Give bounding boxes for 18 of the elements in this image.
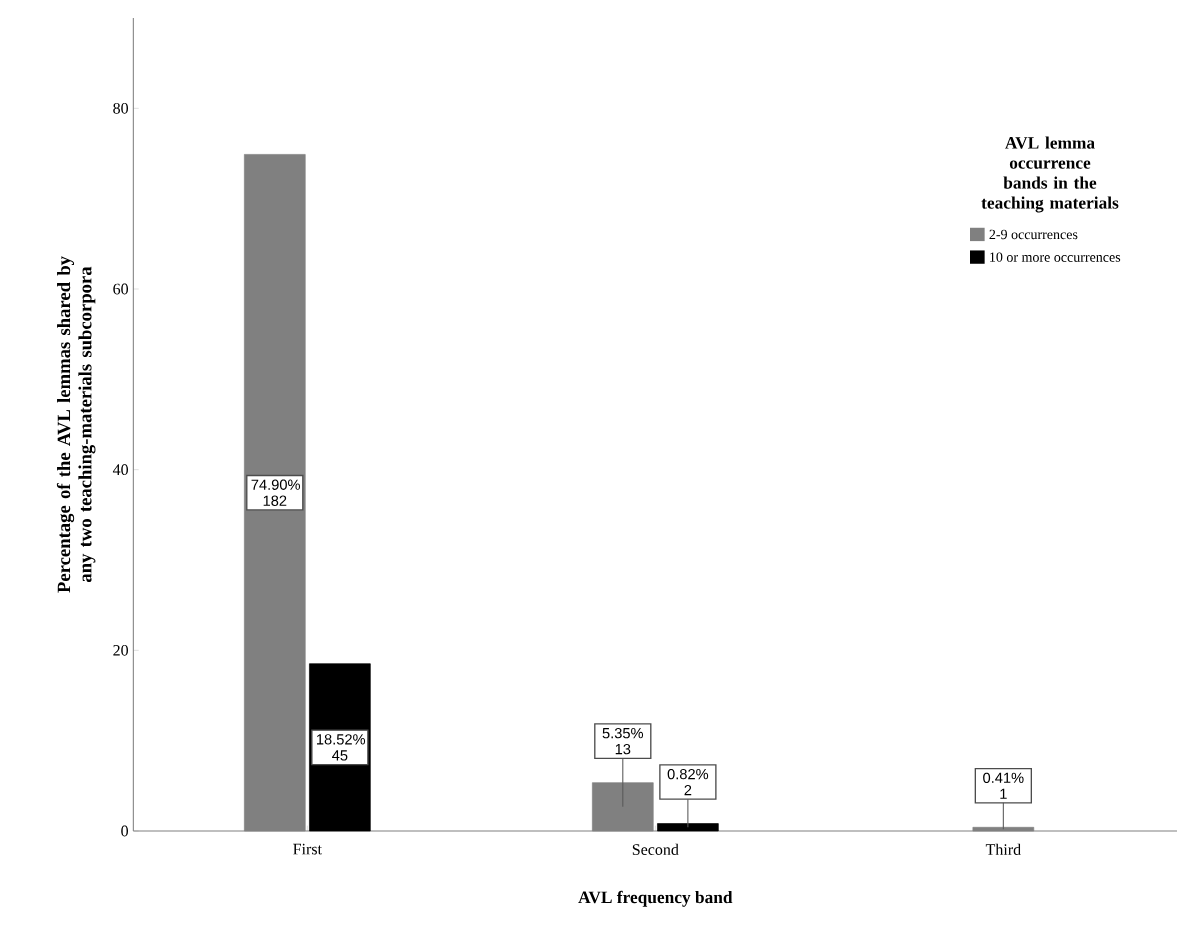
legend-label: 10 or more occurrences [990,252,1121,262]
data-label: 0.82% 2 [667,768,709,796]
data-label: 5.35% 13 [602,727,644,755]
x-tick-label: Third [985,843,1021,855]
y-tick-label: 40 [112,464,129,476]
data-label: 18.52% 45 [316,734,366,761]
x-tick-label: Second [632,843,679,855]
x-tick-label: First [293,843,322,855]
y-axis-title: Percentage of the AVL lemmas shared by any two teaching-materials subcorpora [56,256,96,593]
y-tick-label: 80 [113,102,129,114]
legend-title: AVL lemma occurrence bands in the teaching materials [981,136,1119,213]
x-axis-title: AVL frequency band [578,890,733,907]
y-tick-label: 20 [113,644,129,656]
data-label: 0.41% 1 [983,772,1024,799]
y-tick-label: 60 [113,283,129,295]
data-label: 74.90% 182 [251,479,300,506]
y-tick-label: 0 [121,825,129,837]
legend-label: 2-9 occurrences [989,229,1078,240]
